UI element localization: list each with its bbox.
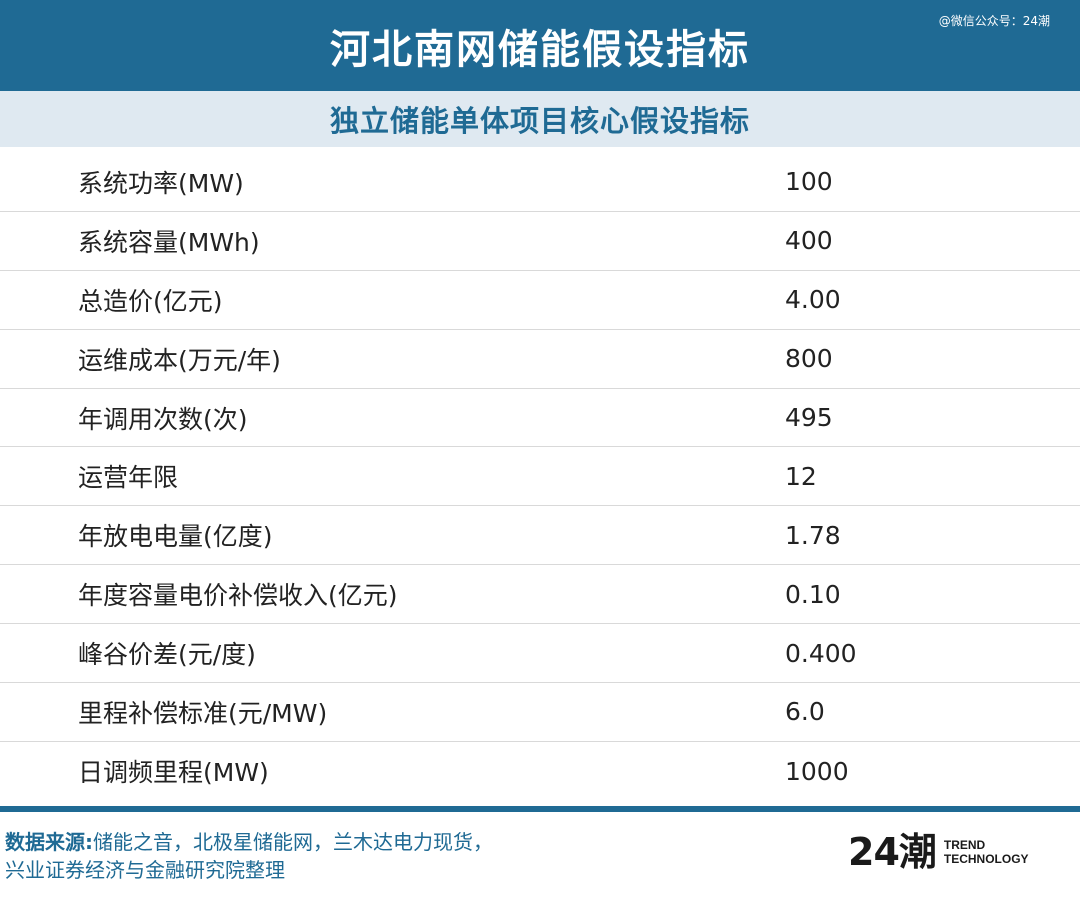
source-text-1: 储能之音，北极星储能网，兰木达电力现货，	[93, 830, 493, 854]
table-title: 独立储能单体项目核心假设指标	[329, 104, 750, 138]
logo-line-2: TECHNOLOGY	[943, 852, 1029, 866]
table-row: 总造价(亿元) 4.00	[0, 271, 1080, 330]
indicator-table: 系统功率(MW) 100 系统容量(MWh) 400 总造价(亿元) 4.00 …	[0, 153, 1080, 801]
table-row: 年调用次数(次) 495	[0, 389, 1080, 448]
data-source-note: 数据来源:储能之音，北极星储能网，兰木达电力现货， 兴业证券经济与金融研究院整理	[5, 828, 625, 884]
brand-logo: 24潮 TREND TECHNOLOGY	[848, 828, 1029, 876]
row-value: 6.0	[785, 697, 825, 727]
table-row: 年放电电量(亿度) 1.78	[0, 506, 1080, 566]
row-label: 年调用次数(次)	[78, 404, 248, 434]
logo-wordmark: TREND TECHNOLOGY	[944, 838, 1029, 866]
row-value: 0.400	[785, 638, 857, 668]
row-value: 1.78	[785, 520, 841, 550]
row-value: 800	[785, 344, 833, 374]
row-value: 100	[785, 167, 833, 197]
row-value: 1000	[785, 756, 849, 786]
bottom-divider	[0, 806, 1080, 812]
table-row: 里程补偿标准(元/MW) 6.0	[0, 683, 1080, 742]
row-value: 0.10	[785, 579, 841, 609]
row-label: 运营年限	[78, 463, 179, 493]
table-row: 年度容量电价补偿收入(亿元) 0.10	[0, 565, 1080, 625]
table-row: 系统容量(MWh) 400	[0, 212, 1080, 271]
row-label: 年度容量电价补偿收入(亿元)	[78, 581, 398, 611]
row-label: 总造价(亿元)	[78, 286, 223, 316]
watermark: @微信公众号：24潮	[938, 14, 1050, 28]
source-line-1: 数据来源:储能之音，北极星储能网，兰木达电力现货，	[5, 828, 625, 856]
row-label: 运维成本(万元/年)	[78, 345, 281, 375]
table-row: 日调频里程(MW) 1000	[0, 742, 1080, 801]
table-subheader: 独立储能单体项目核心假设指标	[0, 91, 1080, 147]
page-title: 河北南网储能假设指标	[330, 26, 750, 73]
row-value: 12	[785, 461, 817, 491]
logo-line-1: TREND	[943, 838, 986, 852]
logo-mark: 24潮	[848, 830, 937, 874]
source-label: 数据来源:	[5, 830, 93, 854]
row-label: 系统容量(MWh)	[78, 227, 260, 257]
row-value: 400	[785, 226, 833, 256]
row-label: 日调频里程(MW)	[78, 758, 269, 788]
source-text-2: 兴业证券经济与金融研究院整理	[5, 858, 285, 882]
row-label: 里程补偿标准(元/MW)	[78, 698, 328, 728]
table-row: 系统功率(MW) 100	[0, 153, 1080, 212]
page-header: 河北南网储能假设指标 @微信公众号：24潮	[0, 0, 1080, 91]
row-value: 4.00	[785, 285, 841, 315]
row-label: 峰谷价差(元/度)	[78, 640, 256, 670]
row-label: 年放电电量(亿度)	[78, 522, 273, 552]
row-label: 系统功率(MW)	[78, 168, 244, 198]
row-value: 495	[785, 403, 833, 432]
table-row: 运维成本(万元/年) 800	[0, 330, 1080, 389]
table-row: 峰谷价差(元/度) 0.400	[0, 624, 1080, 684]
table-row: 运营年限 12	[0, 447, 1080, 507]
